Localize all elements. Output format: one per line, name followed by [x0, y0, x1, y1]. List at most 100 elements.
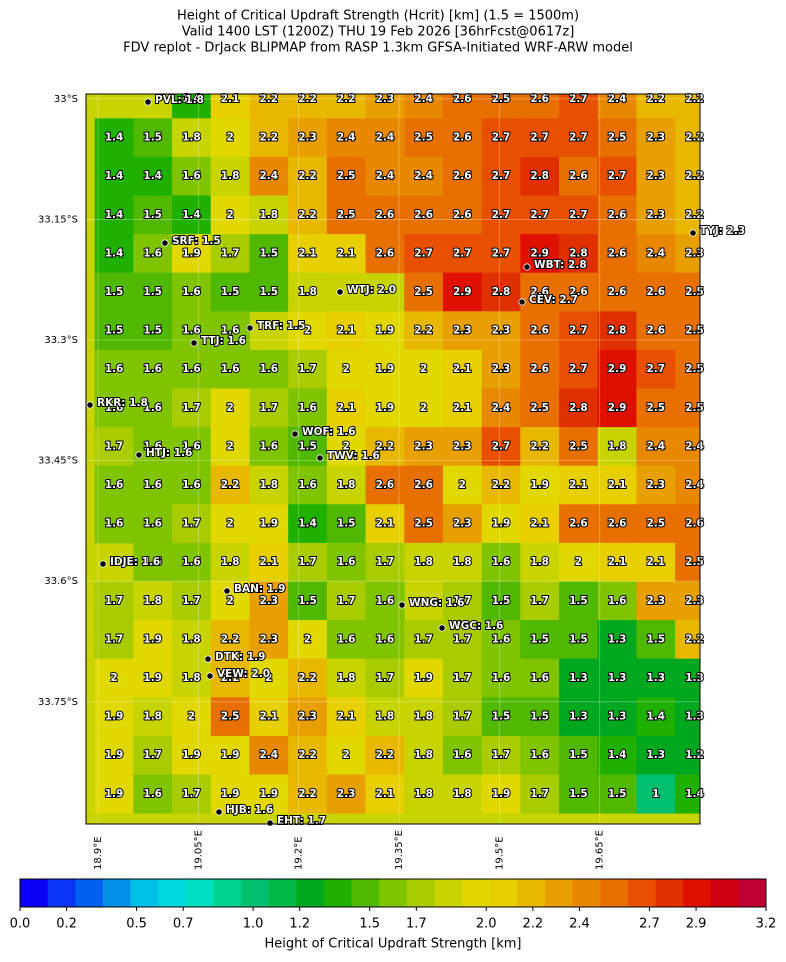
value-cell	[520, 465, 560, 505]
station-label: TYJ: 2.3	[700, 225, 745, 237]
station-dot	[204, 655, 212, 663]
value-label: 1.5	[259, 247, 278, 259]
value-label: 1.6	[182, 170, 201, 182]
value-label: 1.6	[259, 440, 278, 452]
value-label: 1.7	[376, 672, 395, 684]
title-line: Height of Critical Updraft Strength (Hcr…	[177, 9, 579, 24]
value-cell	[597, 697, 637, 737]
value-cell	[675, 388, 700, 428]
value-label: 2	[188, 711, 195, 723]
value-label: 2.7	[492, 209, 511, 221]
value-label: 1.5	[298, 440, 317, 452]
value-label: 1.3	[685, 672, 704, 684]
title-line: FDV replot - DrJack BLIPMAP from RASP 1.…	[123, 41, 633, 56]
station-label: IDJE: 1.6	[110, 556, 160, 568]
value-cell	[172, 735, 212, 775]
value-label: 1.9	[376, 402, 395, 414]
value-cell	[675, 195, 700, 235]
value-label: 2.6	[646, 286, 665, 298]
station-label: CEV: 2.7	[529, 294, 578, 306]
value-label: 2.6	[685, 518, 704, 530]
value-label: 1.8	[337, 672, 356, 684]
value-label: 2.8	[569, 247, 588, 259]
value-label: 1.6	[105, 479, 124, 491]
value-label: 2.2	[221, 633, 240, 645]
value-cell	[442, 581, 483, 621]
value-cell	[597, 504, 637, 544]
value-cell	[249, 774, 289, 814]
station-label: DTK: 1.9	[215, 651, 265, 663]
value-label: 2.5	[492, 93, 511, 105]
value-label: 1.6	[608, 595, 627, 607]
value-cell	[404, 156, 444, 196]
value-label: 1.3	[646, 749, 665, 761]
value-cell	[520, 195, 560, 235]
value-cell	[675, 465, 700, 505]
station-label: HTJ: 1.6	[146, 447, 192, 459]
x-tick-label: 19.2°E	[294, 836, 305, 870]
value-cell	[210, 118, 250, 158]
value-cell	[675, 118, 700, 158]
colorbar-tick-label: 2.4	[569, 917, 590, 932]
station-label: VEW: 2.0	[217, 668, 270, 680]
value-cell	[365, 234, 405, 274]
station-label: WBT: 2.8	[534, 259, 587, 271]
value-cell	[288, 234, 328, 274]
x-tick-label: 19.5°E	[494, 836, 505, 870]
value-cell	[597, 774, 637, 814]
value-cell	[675, 542, 700, 582]
value-label: 1.5	[259, 286, 278, 298]
value-label: 1.5	[298, 595, 317, 607]
station-dot	[86, 401, 94, 409]
value-label: 1.4	[105, 209, 124, 221]
value-cell	[404, 234, 444, 274]
value-label: 1.4	[298, 518, 317, 530]
station-label: WGC: 1.6	[449, 620, 503, 632]
value-label: 1.5	[221, 286, 240, 298]
value-cell	[172, 504, 212, 544]
value-cell	[520, 311, 560, 351]
value-label: 1.4	[608, 749, 627, 761]
value-label: 1.7	[337, 595, 356, 607]
value-label: 2.3	[492, 325, 511, 337]
value-label: 2.6	[376, 479, 395, 491]
value-label: 1.8	[414, 749, 433, 761]
value-cell	[288, 118, 328, 158]
value-cell	[442, 427, 483, 467]
value-cell	[442, 272, 483, 312]
value-cell	[597, 156, 637, 196]
value-label: 1.6	[492, 556, 511, 568]
value-cell	[326, 311, 367, 351]
value-label: 2	[420, 363, 427, 375]
value-label: 2.2	[221, 479, 240, 491]
value-label: 1.9	[221, 749, 240, 761]
value-cell	[365, 504, 405, 544]
value-cell	[326, 427, 367, 467]
value-cell	[520, 156, 560, 196]
map-cells	[94, 94, 700, 814]
value-cell	[442, 156, 483, 196]
value-label: 2	[226, 518, 233, 530]
value-label: 2.7	[569, 363, 588, 375]
value-cell	[559, 349, 599, 389]
value-cell	[133, 697, 173, 737]
value-label: 2.2	[685, 170, 704, 182]
value-label: 2.6	[530, 93, 549, 105]
value-cell	[133, 620, 173, 660]
value-label: 1.5	[608, 788, 627, 800]
value-cell	[249, 272, 289, 312]
value-cell	[249, 427, 289, 467]
value-cell	[365, 542, 405, 582]
value-cell	[520, 504, 560, 544]
colorbar-tick-label: 0.7	[173, 917, 194, 932]
value-cell	[636, 388, 676, 428]
colorbar-segment	[434, 879, 463, 907]
value-cell	[133, 195, 173, 235]
value-label: 2.3	[259, 633, 278, 645]
value-cell	[559, 774, 599, 814]
value-cell	[133, 658, 173, 698]
value-label: 2.5	[337, 209, 356, 221]
colorbar-segment	[75, 879, 104, 907]
colorbar-segment	[158, 879, 187, 907]
value-cell	[481, 658, 521, 698]
